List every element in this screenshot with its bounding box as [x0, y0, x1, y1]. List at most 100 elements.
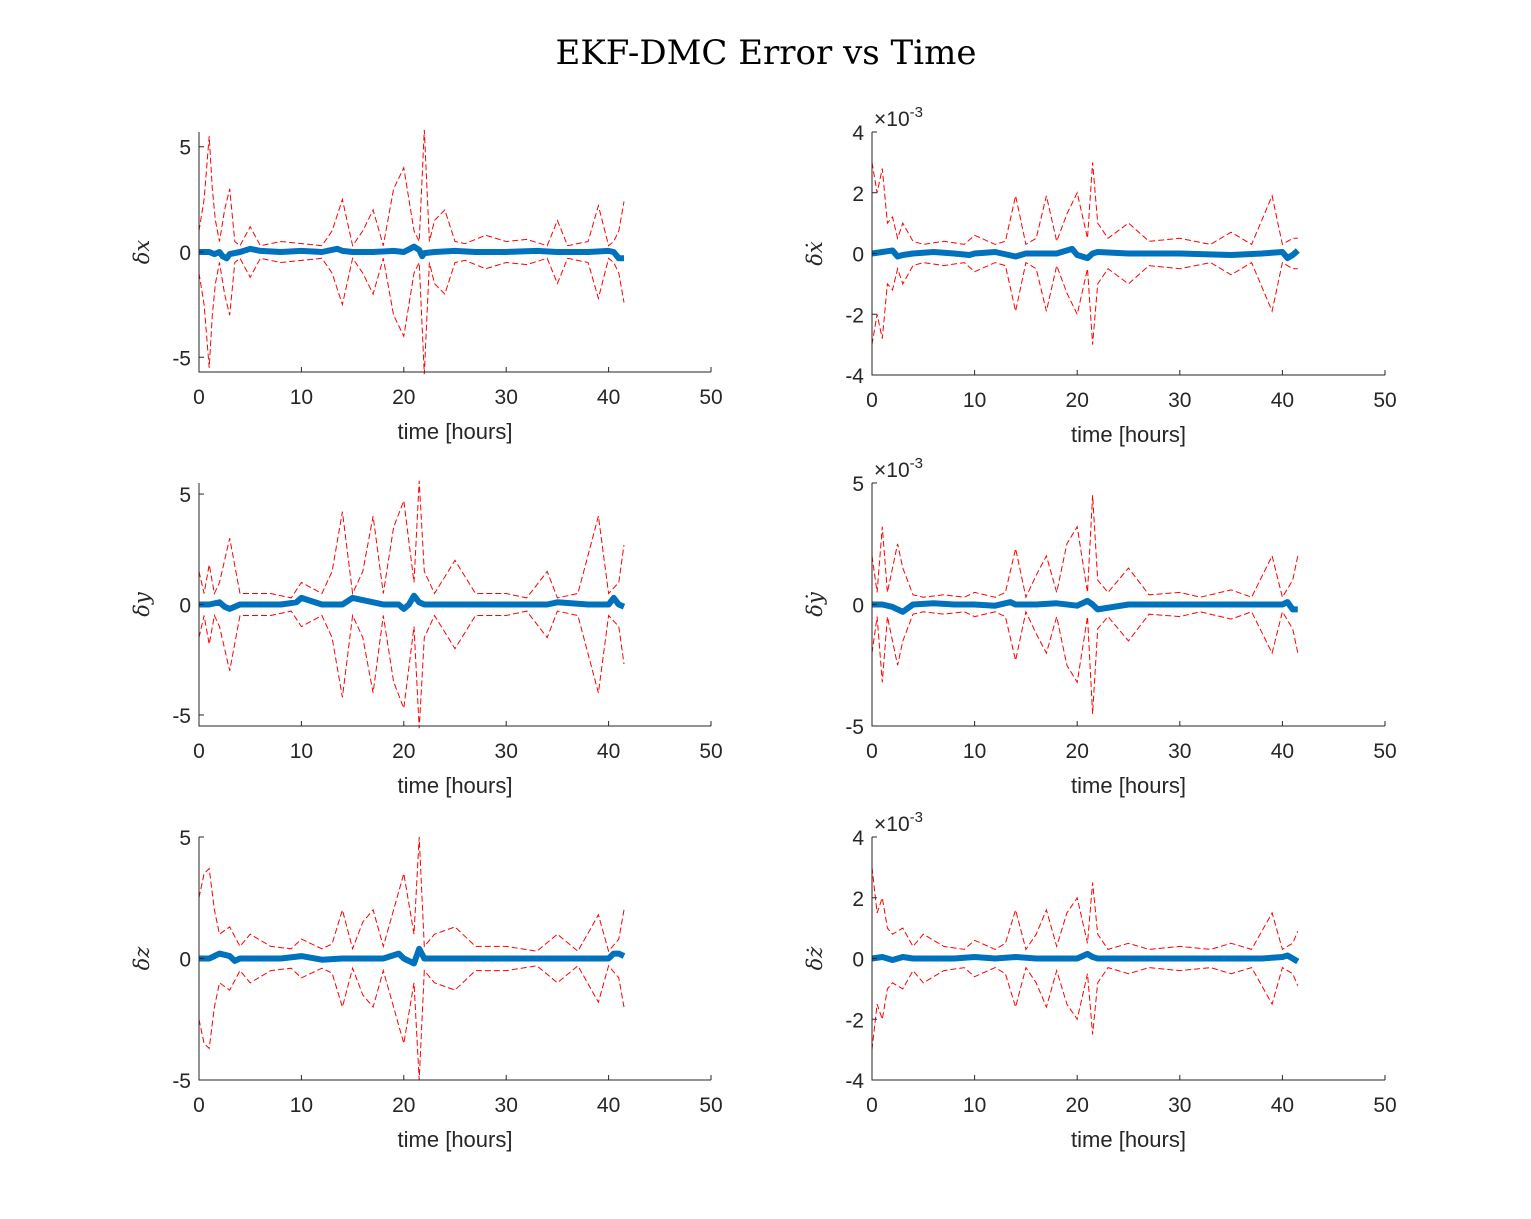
- x-tick-label: 40: [1271, 389, 1294, 412]
- series-error-line: [199, 592, 626, 612]
- y-tick-label: -5: [845, 716, 864, 739]
- y-axis-exponent: ×10-3: [874, 104, 923, 131]
- series-upper-bound-line: [198, 836, 625, 953]
- y-tick-label: 0: [852, 244, 864, 267]
- x-tick-label: 0: [866, 1094, 878, 1117]
- x-tick-label: 10: [963, 1094, 986, 1117]
- y-tick-label: 4: [852, 122, 864, 145]
- y-tick-label: -5: [172, 1070, 191, 1093]
- y-tick-label: 2: [852, 183, 864, 206]
- x-tick-label: 10: [290, 740, 313, 763]
- x-tick-label: 50: [1373, 1094, 1396, 1117]
- x-tick-label: 30: [1168, 1094, 1191, 1117]
- y-tick-label: 5: [179, 137, 191, 160]
- x-tick-label: 30: [495, 740, 518, 763]
- x-tick-label: 30: [495, 386, 518, 409]
- series-error-line: [199, 945, 626, 967]
- y-tick-label: -5: [172, 347, 191, 370]
- x-tick-label: 0: [866, 740, 878, 763]
- y-tick-label: -4: [845, 1070, 864, 1093]
- series-error-line: [871, 245, 1300, 262]
- x-tick-label: 40: [1271, 740, 1294, 763]
- y-axis-label: δẏ: [803, 591, 827, 617]
- series-lower-bound-line: [198, 257, 625, 375]
- x-tick-label: 30: [1168, 740, 1191, 763]
- subplot-6: 0 10 20 30 40 50 -4 -2 0 2 4 time [hours] δż ×10-3: [803, 809, 1397, 1152]
- series-upper-bound-line: [198, 480, 625, 599]
- y-tick-label: -4: [845, 365, 864, 388]
- x-tick-label: 30: [495, 1094, 518, 1117]
- x-axis-label: time [hours]: [1071, 422, 1186, 447]
- y-tick-label: 5: [852, 473, 864, 496]
- y-tick-label: 5: [179, 484, 191, 507]
- x-tick-label: 50: [699, 740, 722, 763]
- x-tick-label: 50: [699, 386, 722, 409]
- x-tick-label: 10: [290, 386, 313, 409]
- x-tick-label: 40: [597, 386, 620, 409]
- y-tick-label: 0: [852, 949, 864, 972]
- x-axis-label: time [hours]: [398, 773, 513, 798]
- y-tick-label: 0: [179, 595, 191, 618]
- x-tick-label: 20: [392, 1094, 415, 1117]
- x-tick-label: 20: [1066, 740, 1089, 763]
- y-tick-label: 0: [852, 595, 864, 618]
- y-axis-label: δy: [130, 591, 154, 617]
- series-error-line: [871, 950, 1300, 965]
- x-axis-label: time [hours]: [1071, 773, 1186, 798]
- y-axis-exponent: ×10-3: [874, 809, 923, 836]
- x-tick-label: 10: [290, 1094, 313, 1117]
- x-tick-label: 10: [963, 389, 986, 412]
- y-tick-label: -2: [845, 1009, 864, 1032]
- x-tick-label: 50: [1373, 389, 1396, 412]
- x-tick-label: 0: [193, 740, 205, 763]
- series-upper-bound-line: [198, 129, 625, 247]
- x-tick-label: 10: [963, 740, 986, 763]
- x-tick-label: 0: [866, 389, 878, 412]
- subplot-2: 0 10 20 30 40 50 -4 -2 0 2 4 time [hours] δẋ ×10-3: [803, 104, 1397, 447]
- figure-title: EKF-DMC Error vs Time: [556, 33, 977, 73]
- x-tick-label: 30: [1168, 389, 1191, 412]
- series-error-line: [199, 243, 624, 262]
- y-tick-label: -2: [845, 304, 864, 327]
- series-lower-bound-line: [198, 610, 625, 729]
- y-axis-label: δz: [130, 946, 154, 971]
- series-upper-bound-line: [871, 495, 1299, 599]
- series-lower-bound-line: [871, 610, 1299, 714]
- y-tick-label: 2: [852, 888, 864, 911]
- x-axis-label: time [hours]: [398, 1127, 513, 1152]
- x-tick-label: 20: [392, 386, 415, 409]
- y-axis-label: δẋ: [803, 241, 827, 266]
- series-error-line: [872, 597, 1298, 615]
- y-axis-exponent: ×10-3: [874, 455, 923, 482]
- y-tick-label: 0: [179, 242, 191, 265]
- y-tick-label: 4: [852, 827, 864, 850]
- x-axis-label: time [hours]: [1071, 1127, 1186, 1152]
- y-axis-label: δż: [803, 946, 827, 971]
- x-tick-label: 40: [1271, 1094, 1294, 1117]
- series-lower-bound-line: [198, 964, 625, 1081]
- x-tick-label: 20: [392, 740, 415, 763]
- x-axis-label: time [hours]: [398, 419, 513, 444]
- series-upper-bound-line: [871, 867, 1299, 951]
- series-lower-bound-line: [871, 261, 1298, 345]
- series-lower-bound-line: [871, 966, 1299, 1050]
- y-axis-label: δx: [130, 240, 154, 265]
- y-tick-label: 5: [179, 827, 191, 850]
- x-tick-label: 50: [699, 1094, 722, 1117]
- y-tick-label: 0: [179, 949, 191, 972]
- x-tick-label: 50: [1373, 740, 1396, 763]
- x-tick-label: 0: [193, 1094, 205, 1117]
- series-upper-bound-line: [871, 162, 1298, 246]
- x-tick-label: 0: [193, 386, 205, 409]
- x-tick-label: 40: [597, 1094, 620, 1117]
- x-tick-label: 40: [597, 740, 620, 763]
- x-tick-label: 20: [1066, 389, 1089, 412]
- x-tick-label: 20: [1066, 1094, 1089, 1117]
- y-tick-label: -5: [172, 705, 191, 728]
